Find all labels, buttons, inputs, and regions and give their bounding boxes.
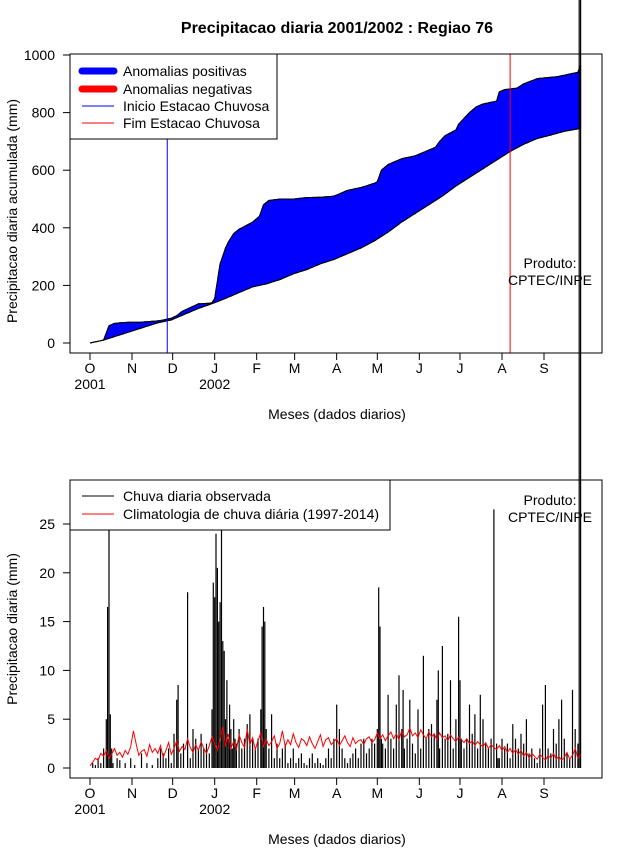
legend-label-negative: Anomalias negativas bbox=[123, 81, 252, 97]
top-x-axis-label: Meses (dados diarios) bbox=[268, 406, 406, 422]
top-x-tick-label: O bbox=[85, 360, 96, 376]
bottom-x-year-label: 2001 bbox=[74, 801, 105, 817]
legend-label-climatology: Climatologia de chuva diária (1997-2014) bbox=[123, 506, 379, 522]
top-x-axis: O N D J F M A M J J A S 2001 2002 bbox=[74, 352, 549, 392]
bottom-x-tick-label: J bbox=[456, 785, 463, 801]
top-x-year-label: 2001 bbox=[74, 376, 105, 392]
bottom-y-tick-label: 15 bbox=[39, 614, 55, 630]
bottom-x-tick-label: M bbox=[289, 785, 301, 801]
daily-rain-bars bbox=[92, 0, 582, 768]
top-product-label-line1: Produto: bbox=[524, 255, 577, 271]
top-y-axis-label: Precipitacao diaria acumulada (mm) bbox=[4, 99, 20, 323]
top-legend: Anomalias positivas Anomalias negativas … bbox=[69, 53, 278, 140]
bottom-x-tick-label: J bbox=[416, 785, 423, 801]
bottom-x-tick-label: J bbox=[211, 785, 218, 801]
bottom-y-tick-label: 0 bbox=[47, 760, 55, 776]
bottom-y-tick-label: 20 bbox=[39, 565, 55, 581]
observed-cumulative-line bbox=[89, 64, 582, 344]
top-y-tick-label: 400 bbox=[32, 220, 56, 236]
top-y-tick-label: 200 bbox=[32, 277, 56, 293]
bottom-x-axis-label: Meses (dados diarios) bbox=[268, 831, 406, 847]
top-product-label-line2: CPTEC/INPE bbox=[508, 272, 592, 288]
bottom-y-tick-label: 5 bbox=[47, 711, 55, 727]
bottom-x-tick-label: F bbox=[252, 785, 261, 801]
bottom-x-tick-label: D bbox=[168, 785, 178, 801]
top-y-tick-label: 800 bbox=[32, 105, 56, 121]
legend-label-end: Fim Estacao Chuvosa bbox=[123, 115, 260, 131]
top-x-tick-label: M bbox=[289, 360, 301, 376]
bottom-y-tick-label: 25 bbox=[39, 516, 55, 532]
legend-label-onset: Inicio Estacao Chuvosa bbox=[123, 98, 270, 114]
legend-label-positive: Anomalias positivas bbox=[123, 63, 247, 79]
top-x-tick-label: J bbox=[456, 360, 463, 376]
bottom-product-label-line2: CPTEC/INPE bbox=[508, 509, 592, 525]
bottom-x-tick-label: S bbox=[539, 785, 548, 801]
bottom-y-tick-label: 10 bbox=[39, 662, 55, 678]
bottom-x-tick-label: A bbox=[332, 785, 342, 801]
bottom-y-axis-label: Precipitacao diaria (mm) bbox=[4, 553, 20, 705]
bottom-x-tick-label: A bbox=[497, 785, 507, 801]
bottom-legend: Chuva diaria observada Climatologia de c… bbox=[69, 479, 391, 531]
bottom-x-tick-label: N bbox=[127, 785, 137, 801]
daily-climatology-line bbox=[89, 726, 582, 767]
top-x-tick-label: N bbox=[127, 360, 137, 376]
top-x-tick-label: J bbox=[211, 360, 218, 376]
top-x-tick-label: F bbox=[252, 360, 261, 376]
top-y-tick-label: 0 bbox=[47, 335, 55, 351]
climatology-cumulative-line bbox=[89, 127, 581, 344]
legend-label-observed-rain: Chuva diaria observada bbox=[123, 488, 271, 504]
bottom-x-year-label: 2002 bbox=[199, 801, 230, 817]
top-x-tick-label: J bbox=[416, 360, 423, 376]
top-y-tick-label: 1000 bbox=[24, 47, 55, 63]
top-x-tick-label: M bbox=[371, 360, 383, 376]
top-y-axis: 0 200 400 600 800 1000 bbox=[24, 47, 71, 351]
bottom-x-tick-label: O bbox=[85, 785, 96, 801]
bottom-y-axis: 0 5 10 15 20 25 bbox=[39, 516, 71, 776]
top-y-tick-label: 600 bbox=[32, 162, 56, 178]
top-x-year-label: 2002 bbox=[199, 376, 230, 392]
bottom-x-axis: O N D J F M A M J J A S 2001 2002 bbox=[74, 777, 549, 817]
bottom-x-tick-label: M bbox=[371, 785, 383, 801]
top-x-tick-label: A bbox=[497, 360, 507, 376]
bottom-legend-box bbox=[69, 479, 391, 531]
top-x-tick-label: S bbox=[539, 360, 548, 376]
chart-title: Precipitacao diaria 2001/2002 : Regiao 7… bbox=[181, 20, 493, 37]
top-x-tick-label: A bbox=[332, 360, 342, 376]
bottom-product-label-line1: Produto: bbox=[524, 492, 577, 508]
top-x-tick-label: D bbox=[168, 360, 178, 376]
